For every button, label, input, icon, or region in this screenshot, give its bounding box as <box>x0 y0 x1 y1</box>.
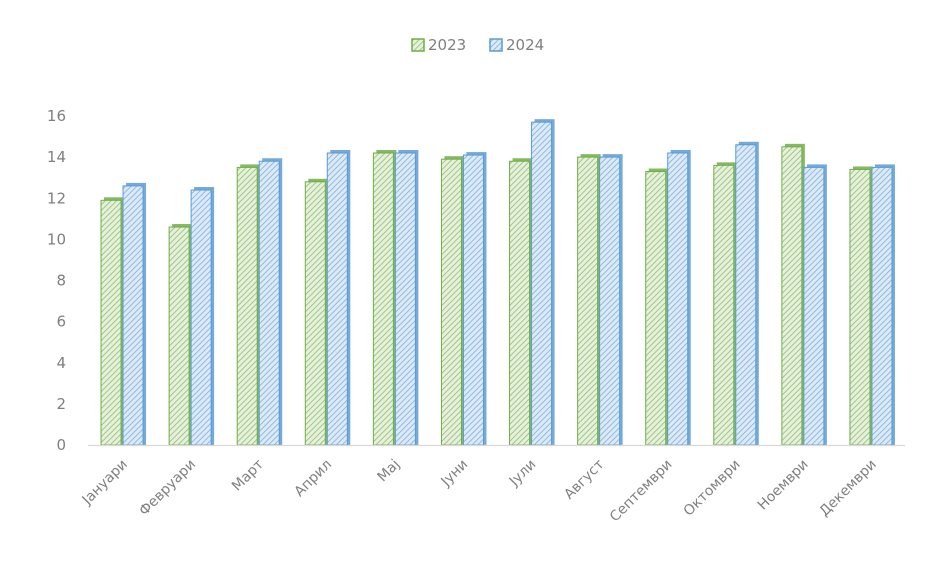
x-category-label: Март <box>229 457 267 495</box>
bar-2024-7 <box>599 156 621 446</box>
bar-2023-11 <box>849 168 871 446</box>
y-tick-label: 10 <box>47 230 66 248</box>
x-category-label: Април <box>292 457 336 501</box>
bar-2023-1 <box>168 226 190 446</box>
legend-label: 2023 <box>428 36 466 54</box>
y-tick-label: 0 <box>56 436 66 454</box>
bar-2023-6 <box>509 160 531 446</box>
bar-2024-9 <box>735 144 757 446</box>
bar-2024-10 <box>803 166 825 446</box>
x-category-label: Мај <box>375 457 404 486</box>
legend-swatch <box>489 38 503 52</box>
bar-2023-5 <box>440 158 462 446</box>
bar-2023-2 <box>236 166 258 446</box>
y-tick-label: 2 <box>56 395 66 413</box>
x-category-label: Септември <box>607 457 676 526</box>
bar-2024-0 <box>122 185 144 446</box>
y-tick-label: 12 <box>47 189 66 207</box>
y-tick-label: 8 <box>56 272 66 290</box>
legend-item-2024: 2024 <box>489 36 544 54</box>
y-tick-label: 4 <box>56 354 66 372</box>
bar-2024-2 <box>258 160 280 446</box>
bar-2024-8 <box>667 152 689 446</box>
bar-2024-5 <box>462 154 484 446</box>
legend-label: 2024 <box>506 36 544 54</box>
x-category-label: Ноември <box>755 457 812 514</box>
bar-2023-10 <box>781 146 803 446</box>
bar-2024-11 <box>871 166 893 446</box>
bar-2024-1 <box>190 189 212 446</box>
bar-2023-0 <box>100 199 122 446</box>
x-category-label: Јануари <box>79 457 131 509</box>
bar-2023-4 <box>372 152 394 446</box>
y-tick-label: 14 <box>47 148 66 166</box>
bar-2024-4 <box>394 152 416 446</box>
x-category-label: Јуни <box>438 457 472 491</box>
y-tick-label: 16 <box>47 107 66 125</box>
x-category-label: Август <box>561 457 607 503</box>
legend-item-2023: 2023 <box>411 36 466 54</box>
bar-2023-8 <box>645 171 667 446</box>
bar-2023-3 <box>304 181 326 446</box>
x-category-label: Јули <box>506 457 540 491</box>
bar-2023-9 <box>713 164 735 446</box>
y-tick-label: 6 <box>56 313 66 331</box>
x-category-label: Октомври <box>681 457 744 520</box>
x-category-label: Декември <box>817 457 880 520</box>
bar-2024-3 <box>326 152 348 446</box>
legend-swatch <box>411 38 425 52</box>
x-category-label: Февруари <box>136 457 199 520</box>
bar-2023-7 <box>577 156 599 446</box>
bar-2024-6 <box>531 121 553 446</box>
